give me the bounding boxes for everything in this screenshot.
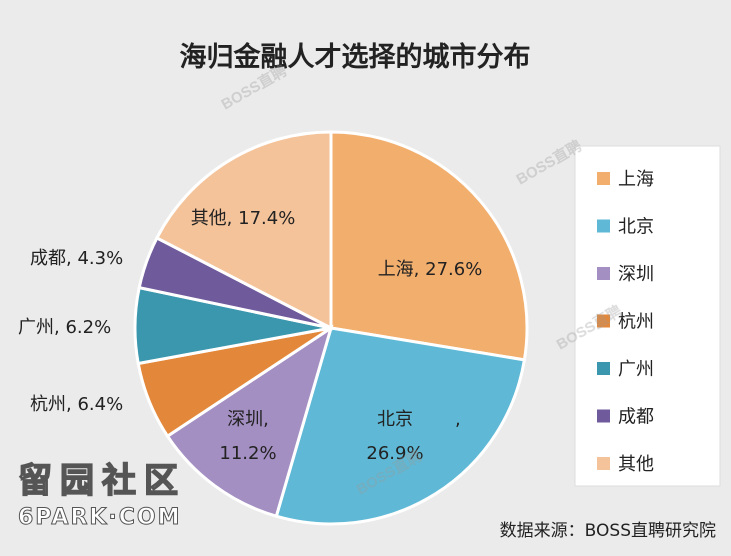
legend-label-chengdu: 成都 [618,407,654,428]
legend-label-hangzhou: 杭州 [618,312,654,333]
legend-swatch-shanghai [597,172,610,185]
watermark-site-cn: 留园社区 [18,461,186,501]
pie-slice-shenzhen [165,324,334,519]
slice-labels: 上海, 27.6% 北京 26.9% 深圳, 11.2% 杭州, 6.4% 广州, 6.2%… [18,208,482,464]
legend-swatch-hangzhou [597,314,610,328]
slice-label-other: 其他, 17.4% [191,208,296,229]
slice-label-beijing: 北京 26.9% [366,409,423,464]
legend-label-beijing: 北京 [618,217,654,238]
source-note: 数据来源：BOSS直聘研究院 [500,521,716,541]
slice-label-hangzhou: 杭州, 6.4% [30,394,123,415]
pie-slices [133,130,529,526]
slice-label-guangzhou: 广州, 6.2% [18,317,111,338]
pie-slice-other [154,130,333,331]
legend-label-shenzhen: 深圳 [618,264,654,285]
slice-label-shanghai: 上海, 27.6% [378,259,483,280]
watermark-brand: BOSS直聘 [513,137,585,189]
watermark-site-en: 6PARK·COM [18,505,182,530]
legend-label-shanghai: 上海 [618,169,654,190]
slice-label-shenzhen: 深圳, 11.2% [219,409,276,464]
slice-label-beijing-comma: , [455,409,461,430]
legend-label-other: 其他 [618,454,654,475]
chart-title: 海归金融人才选择的城市分布 [180,41,531,73]
legend-swatch-beijing [597,219,610,233]
pie-slice-shanghai [329,130,529,362]
legend-swatch-chengdu [597,409,610,423]
legend-swatch-other [597,457,610,470]
pie-slice-beijing [274,326,527,526]
legend-swatch-shenzhen [597,267,610,280]
legend-swatch-guangzhou [597,362,610,375]
legend-label-guangzhou: 广州 [618,359,654,380]
slice-label-chengdu: 成都, 4.3% [30,248,123,269]
